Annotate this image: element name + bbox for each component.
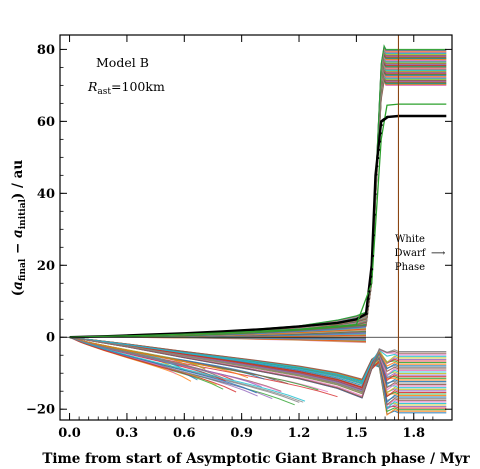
y-tick-label: 40 (37, 187, 55, 202)
y-axis-title: (afinal − ainitial) / au (10, 160, 28, 297)
series-point (372, 234, 375, 237)
y-axis-title-open: ( (10, 290, 26, 296)
x-tick-label: 0.0 (58, 426, 81, 441)
series-point (369, 283, 372, 286)
radius-value: =100km (111, 79, 165, 94)
series-point (371, 254, 375, 258)
lower-bundle-line (69, 336, 447, 387)
terminated-orbit-line (69, 336, 237, 393)
series-point (365, 312, 368, 316)
lower-bundle-line (69, 336, 447, 380)
reference-lines (60, 35, 452, 420)
terminated-orbit-line (69, 336, 306, 402)
wd-arrow: ⟶ (431, 248, 445, 259)
y-tick-label: 80 (37, 43, 55, 58)
x-tick-label: 1.8 (402, 426, 425, 441)
model-label: Model B (96, 55, 149, 70)
plot-frame (59, 34, 453, 421)
terminated-orbit-line (69, 336, 257, 394)
x-tick-label: 0.3 (116, 426, 139, 441)
pre-wd-orbit-line (69, 324, 367, 338)
lower-bundle-line (69, 336, 447, 399)
series-point (366, 305, 369, 308)
series-point (377, 148, 381, 151)
radius-sub: ast (97, 87, 111, 97)
y-axis-title-sub-initial: initial (18, 198, 28, 229)
wd-label-line1: White (395, 234, 425, 245)
series-point (369, 275, 373, 278)
lower-bundle-line (69, 336, 447, 395)
y-tick-label: 20 (37, 259, 55, 274)
series-point (379, 132, 382, 135)
y-tick-label: 0 (46, 331, 55, 346)
y-axis-title-minus: − (10, 238, 26, 259)
x-tick-label: 1.5 (345, 426, 368, 441)
lower-bundle-line (69, 336, 447, 382)
axis-ticks: 0.0 0.3 0.6 0.9 1.2 1.5 1.8 −20 0 20 40 60 80 (26, 35, 452, 441)
series-point (367, 297, 370, 301)
y-tick-label: 60 (37, 115, 55, 130)
y-tick-label: −20 (26, 403, 55, 418)
series-line-1 (69, 103, 447, 338)
radius-symbol: R (87, 79, 97, 94)
series-point (386, 115, 389, 119)
series-point (380, 123, 383, 127)
x-tick-label: 1.2 (288, 426, 311, 441)
series-point (376, 165, 379, 168)
terminated-orbit-line (69, 336, 249, 379)
wd-label-line3: Phase (395, 262, 425, 273)
y-axis-title-sub-final: final (18, 258, 28, 281)
lower-bundle-line (69, 336, 447, 392)
terminated-orbit-line (69, 336, 224, 379)
series-point (376, 156, 380, 160)
series-point (373, 213, 376, 216)
radius-label: Rast=100km (87, 79, 165, 97)
series-point (368, 290, 371, 293)
x-tick-label: 0.9 (230, 426, 253, 441)
lower-bundle-line (69, 336, 447, 385)
series-point (370, 268, 374, 271)
series-point (375, 173, 378, 176)
y-axis-title-a-initial: a (10, 229, 26, 238)
x-axis-title: Time from start of Asymptotic Giant Bran… (42, 451, 470, 467)
series-point (374, 192, 377, 196)
y-axis-title-close: ) / au (10, 160, 26, 199)
series-point (378, 140, 382, 143)
x-tick-label: 0.6 (173, 426, 196, 441)
y-axis-title-a-final: a (10, 281, 26, 290)
lower-bundle-line (69, 336, 447, 389)
wd-label-line2: Dwarf (394, 248, 426, 259)
